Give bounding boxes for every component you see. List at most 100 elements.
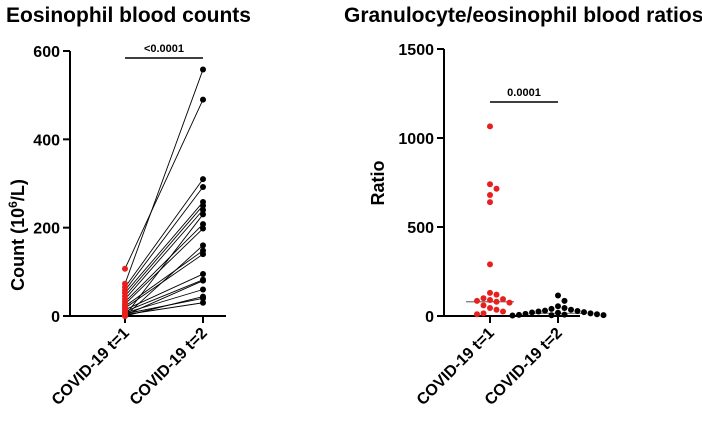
data-point — [487, 191, 493, 198]
data-point — [487, 199, 493, 206]
data-point — [555, 309, 561, 316]
data-point-t2 — [200, 96, 206, 103]
data-point-t2 — [200, 184, 206, 191]
data-point — [561, 297, 568, 304]
pair-line — [124, 244, 204, 317]
data-point — [522, 310, 529, 317]
data-point-t1 — [122, 265, 128, 272]
data-point-t2 — [200, 299, 206, 306]
data-point-t2 — [200, 211, 206, 218]
data-points — [474, 123, 607, 319]
y-tick-label: 0 — [51, 309, 60, 326]
data-point-t2 — [200, 242, 206, 249]
data-point — [493, 306, 500, 313]
y-axis-label-text: Count (10 — [8, 208, 28, 291]
data-point — [555, 303, 561, 310]
data-point — [548, 305, 555, 312]
data-point — [500, 308, 506, 315]
y-ticks: 0 500 1000 1500 — [398, 42, 559, 326]
chart-title: Eosinophil blood counts — [6, 4, 251, 27]
y-tick-label: 400 — [33, 132, 60, 149]
data-point-t2 — [200, 251, 206, 258]
pair-line — [124, 209, 204, 300]
pair-line — [124, 280, 204, 316]
y-axis-label-superscript: 6 — [6, 201, 20, 208]
data-point-t2 — [200, 271, 206, 278]
data-point — [542, 307, 548, 314]
data-point — [500, 296, 506, 303]
y-tick-label: 500 — [407, 220, 434, 237]
data-point — [493, 298, 500, 305]
data-point — [600, 312, 607, 319]
data-point — [487, 181, 493, 188]
data-point — [535, 308, 542, 315]
data-point — [480, 295, 487, 302]
data-point — [487, 261, 493, 268]
pair-lines — [124, 69, 204, 317]
ratio-panel: Granulocyte/eosinophil blood ratios Rati… — [344, 4, 702, 409]
pair-line — [124, 214, 204, 316]
data-point — [574, 308, 581, 315]
data-point — [568, 306, 574, 313]
data-point — [587, 310, 594, 317]
data-point — [487, 304, 493, 311]
y-tick-label: 200 — [33, 221, 60, 238]
y-axis-label: Ratio — [368, 160, 388, 205]
data-point — [474, 297, 480, 304]
data-point — [561, 304, 568, 311]
significance-bracket: <0.0001 — [125, 43, 203, 59]
data-point — [516, 311, 522, 318]
significance-bracket: 0.0001 — [490, 87, 558, 103]
pair-line — [124, 296, 204, 317]
data-point — [480, 302, 487, 309]
data-point — [506, 299, 513, 306]
data-point — [487, 296, 493, 303]
data-point — [581, 309, 587, 316]
chart-title: Granulocyte/eosinophil blood ratios — [344, 4, 702, 27]
data-point — [493, 291, 500, 298]
data-point — [487, 123, 493, 130]
p-value-label: 0.0001 — [507, 87, 541, 99]
data-point-t2 — [200, 286, 206, 293]
data-point-t2 — [200, 277, 206, 284]
data-point-t2 — [200, 202, 206, 209]
pair-line — [124, 279, 204, 313]
y-ticks: 0 200 400 600 — [33, 44, 204, 326]
pair-line — [124, 228, 204, 305]
data-point-t2 — [200, 66, 206, 73]
y-tick-label: 1000 — [398, 131, 434, 148]
data-point — [474, 311, 480, 318]
pair-line — [124, 223, 204, 303]
data-point-t2 — [200, 293, 206, 300]
pair-line — [124, 186, 204, 291]
axes — [69, 51, 226, 317]
pair-line — [124, 99, 204, 269]
data-point-t2 — [200, 221, 206, 228]
data-point-t2 — [200, 176, 206, 183]
data-point — [493, 185, 500, 192]
x-tick-label: COVID-19 t=1 — [49, 325, 133, 409]
y-tick-label: 0 — [425, 309, 434, 326]
data-points — [122, 66, 206, 319]
eosinophil-panel: Eosinophil blood counts Count (106/L) 0 2… — [6, 4, 251, 409]
data-point-t2 — [200, 225, 206, 232]
pair-line — [124, 69, 204, 284]
x-tick-label: COVID-19 t=2 — [127, 325, 211, 409]
p-value-label: <0.0001 — [144, 43, 184, 55]
data-point — [548, 312, 555, 319]
data-point — [509, 312, 516, 319]
data-point-t1 — [122, 313, 128, 319]
y-axis-label-unit: /L) — [8, 179, 28, 201]
data-point-t2 — [200, 207, 206, 213]
pair-line — [124, 205, 204, 297]
y-axis-label: Count (106/L) — [6, 179, 28, 291]
pair-line — [124, 178, 204, 288]
data-point — [529, 309, 535, 316]
y-tick-label: 1500 — [398, 42, 434, 59]
data-point — [594, 311, 600, 318]
data-point — [480, 310, 487, 317]
